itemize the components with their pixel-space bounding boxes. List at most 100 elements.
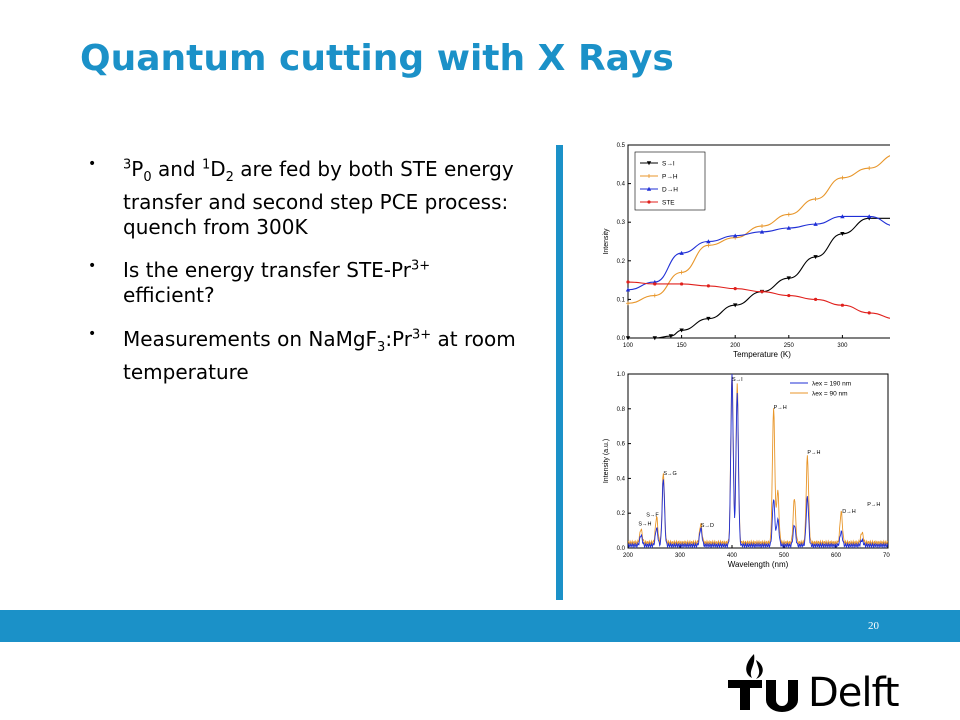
legend-box [634, 151, 706, 211]
data-point [786, 276, 791, 281]
x-tick-label: 500 [779, 553, 790, 559]
bullet-item: • Is the energy transfer STE-Pr3+ efficie… [88, 254, 528, 309]
data-point [840, 214, 845, 219]
series-line [628, 373, 889, 547]
peak-annotation: S→F [646, 513, 659, 519]
x-tick-label: 300 [675, 553, 686, 559]
plot-frame [627, 373, 889, 549]
data-point [652, 293, 657, 298]
bullet-item: • Measurements on NaMgF3:Pr3+ at room tem… [88, 322, 528, 385]
y-axis-label: Intensity [603, 228, 610, 255]
data-point [867, 166, 872, 171]
page-number: 20 [868, 620, 879, 632]
legend-label: λex = 90 nm [812, 391, 848, 398]
peak-annotation: S→D [701, 523, 714, 529]
data-point [679, 250, 684, 255]
x-tick-label: 300 [837, 343, 848, 349]
peak-annotation: S→I [732, 377, 743, 383]
y-tick-label: 0.1 [617, 297, 626, 303]
data-point [733, 286, 737, 291]
legend-label: P→H [662, 174, 678, 181]
x-tick-label: 100 [623, 343, 634, 349]
y-tick-label: 0.0 [617, 546, 626, 552]
data-point [653, 282, 657, 286]
data-point [647, 200, 651, 204]
y-tick-label: 0.3 [617, 220, 626, 226]
y-tick-label: 0.2 [617, 511, 626, 517]
data-series [625, 214, 890, 292]
bullet-text: Is the energy transfer STE-Pr3+ efficien… [123, 258, 431, 308]
legend: S→I P→H D→H STE [634, 151, 706, 211]
data-series [628, 373, 889, 547]
bullet-dot-icon: • [88, 326, 97, 343]
data-point [733, 233, 738, 238]
y-axis-label: Intensity (a.u.) [603, 439, 610, 483]
y-tick-label: 0.8 [617, 407, 626, 413]
data-point [733, 303, 738, 308]
y-tick-label: 0.2 [617, 259, 626, 265]
logo-text: Delft [808, 670, 900, 716]
data-point [840, 175, 845, 180]
data-point [679, 270, 684, 275]
data-point [706, 239, 711, 244]
bullet-item: • 3P0 and 1D2 are fed by both STE energy … [88, 152, 528, 240]
data-series [625, 216, 890, 341]
slide-title: Quantum cutting with X Rays [80, 38, 674, 79]
bullet-text: Measurements on NaMgF3:Pr3+ at room temp… [123, 326, 516, 384]
plot-frame [627, 144, 890, 339]
data-point [760, 224, 764, 229]
series-line [627, 281, 890, 319]
temperature-chart: 1001502002503003500.00.10.20.30.40.5Temp… [603, 143, 890, 359]
data-point [813, 255, 818, 260]
series-line [627, 373, 889, 549]
y-tick-label: 0.4 [617, 182, 626, 188]
x-tick-label: 150 [677, 343, 688, 349]
data-point [840, 303, 844, 307]
legend: λex = 190 nm λex = 90 nm [790, 381, 851, 398]
data-point [759, 229, 765, 234]
data-series [627, 373, 889, 549]
x-tick-label: 250 [784, 343, 795, 349]
data-point [625, 336, 631, 341]
legend-label: STE [662, 200, 675, 207]
data-point [646, 186, 652, 191]
x-tick-label: 200 [623, 553, 634, 559]
data-point [626, 301, 630, 306]
legend-label: D→H [662, 187, 678, 194]
peak-annotation: D→H [842, 509, 855, 515]
data-point [813, 197, 818, 202]
x-tick-label: 400 [727, 553, 738, 559]
peak-annotation: P→H [774, 405, 787, 411]
x-axis-label: Temperature (K) [733, 350, 791, 359]
data-point [813, 221, 818, 226]
legend-label: S→I [662, 161, 675, 168]
data-point [787, 293, 791, 298]
y-tick-label: 0.0 [617, 336, 626, 342]
data-point [626, 280, 630, 284]
bullet-text: 3P0 and 1D2 are fed by both STE energy t… [123, 156, 514, 239]
data-point [679, 328, 684, 333]
footer-band [0, 610, 960, 642]
y-tick-label: 0.4 [617, 476, 626, 482]
x-tick-label: 200 [730, 343, 741, 349]
y-tick-label: 1.0 [617, 372, 626, 378]
x-tick-label: 700 [883, 553, 890, 559]
bullet-list: • 3P0 and 1D2 are fed by both STE energy … [88, 152, 528, 399]
data-point [652, 336, 657, 341]
x-axis-label: Wavelength (nm) [728, 560, 789, 569]
x-tick-label: 600 [831, 553, 842, 559]
data-point [646, 161, 652, 166]
data-point [647, 174, 651, 178]
peak-annotation: S→H [638, 521, 651, 527]
data-series [626, 280, 890, 319]
y-tick-label: 0.6 [617, 442, 626, 448]
data-point [867, 214, 872, 219]
y-tick-label: 0.5 [617, 143, 626, 149]
data-point [867, 311, 871, 315]
data-point [786, 225, 791, 230]
series-line [628, 217, 890, 339]
tu-monogram [728, 680, 798, 712]
spectrum-chart: 200 300 400 500 600 700 0.0 0.2 0.4 0.6 0.8 1.0 Wave… [603, 372, 890, 569]
data-point [706, 284, 710, 288]
data-point [840, 231, 845, 236]
